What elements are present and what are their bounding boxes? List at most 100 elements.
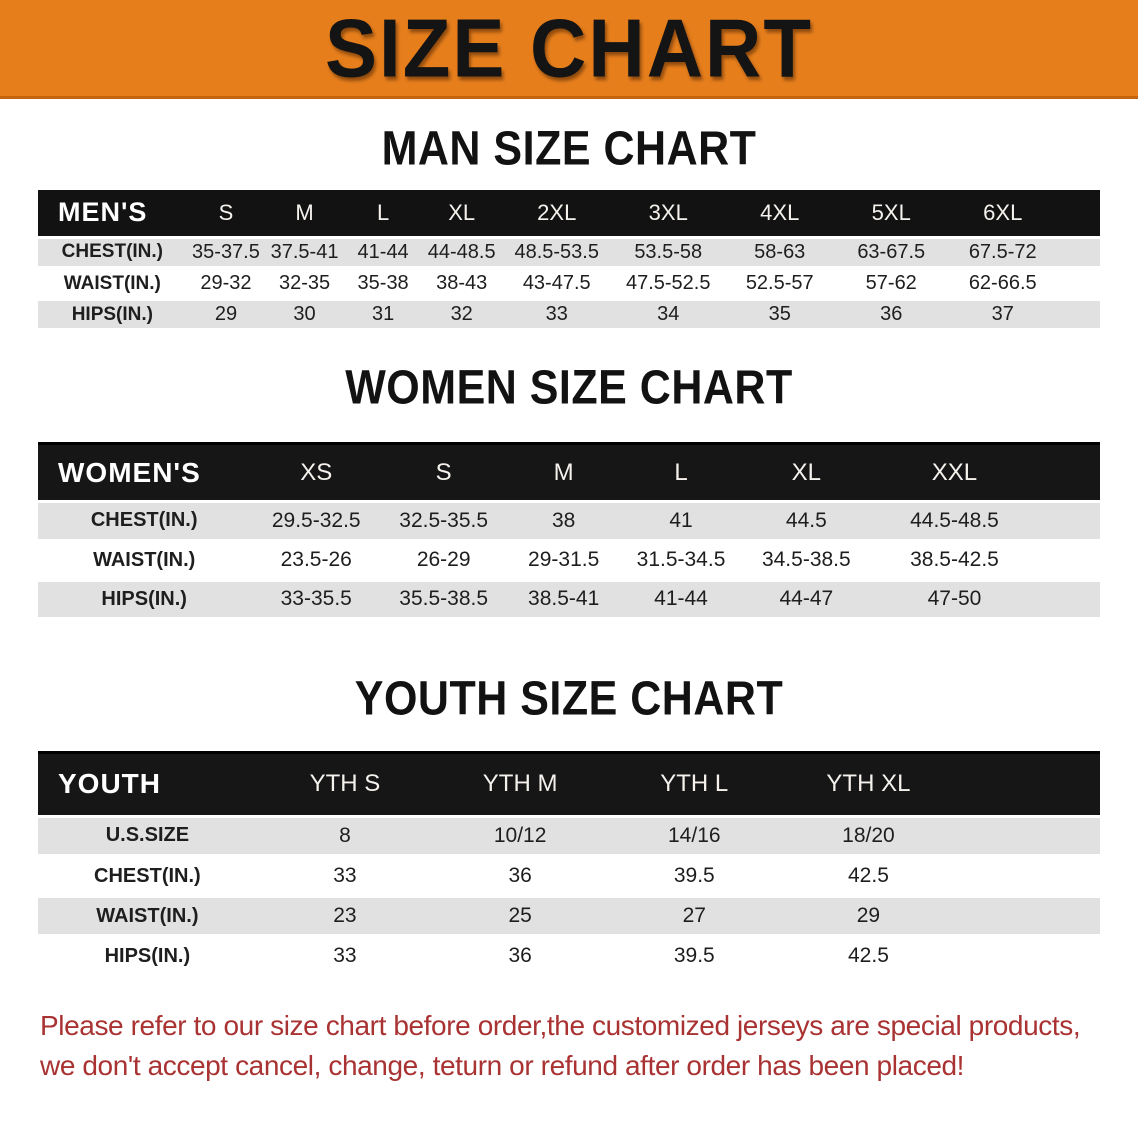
size-cell: 36 [508, 864, 532, 887]
size-cell: 38.5-42.5 [910, 548, 999, 571]
size-cell: 37.5-41 [270, 240, 339, 263]
row-label: HIPS(IN.) [71, 303, 153, 325]
women-group-label: WOMEN'S [38, 442, 251, 503]
youth-col-header-m: YTH M [433, 750, 608, 817]
men-chest-row: CHEST(IN.) 35-37.5 37.5-41 41-44 44-48.5… [38, 237, 1100, 268]
youth-chest-row: CHEST(IN.) 33 36 39.5 42.5 [38, 856, 1100, 896]
row-label: WAIST(IN.) [96, 904, 199, 927]
size-cell: 48.5-53.5 [514, 240, 599, 263]
size-cell: 29 [856, 904, 881, 927]
size-cell: 23.5-26 [280, 548, 352, 571]
size-cell: 57-62 [865, 272, 917, 294]
size-cell: 35-37.5 [192, 240, 260, 263]
size-cell: 53.5-58 [634, 240, 703, 263]
women-hips-row: HIPS(IN.) 33-35.5 35.5-38.5 38.5-41 41-4… [38, 579, 1100, 619]
spacer-cell [956, 856, 1100, 896]
size-cell: 34 [657, 303, 680, 325]
youth-section-heading: YOUTH SIZE CHART [354, 671, 784, 726]
disclaimer-line-2: we don't accept cancel, change, teturn o… [40, 1050, 965, 1081]
men-col-header-l: L [343, 190, 423, 237]
size-cell: 33-35.5 [280, 587, 352, 610]
disclaimer-line-1: Please refer to our size chart before or… [40, 1010, 1081, 1041]
page-title: SIZE CHART [325, 0, 813, 95]
size-cell: 67.5-72 [968, 240, 1037, 263]
size-cell: 31.5-34.5 [636, 548, 726, 571]
spacer-cell [956, 936, 1100, 976]
men-col-header-3xl: 3XL [612, 190, 724, 237]
size-cell: 25 [508, 904, 532, 927]
size-cell: 39.5 [673, 864, 715, 887]
women-col-header-m: M [505, 442, 623, 503]
size-cell: 10/12 [493, 823, 547, 847]
size-cell: 32-35 [278, 272, 331, 294]
men-hips-row: HIPS(IN.) 29 30 31 32 33 34 35 36 37 [38, 299, 1100, 330]
size-cell: 18/20 [842, 823, 895, 847]
men-size-table: MEN'S S M L XL 2XL 3XL 4XL 5XL 6XL CHEST… [38, 190, 1100, 332]
women-waist-row: WAIST(IN.) 23.5-26 26-29 29-31.5 31.5-34… [38, 541, 1100, 580]
size-cell: 38-43 [436, 272, 488, 294]
size-cell: 33 [333, 944, 357, 967]
size-cell: 8 [339, 823, 351, 847]
size-cell: 35-38 [357, 272, 409, 294]
youth-group-label: YOUTH [38, 750, 257, 817]
size-cell: 44.5 [785, 508, 827, 532]
size-cell: 26-29 [416, 548, 471, 571]
men-section: MAN SIZE CHART MEN'S S M L XL 2XL 3XL 4X… [0, 122, 1138, 332]
size-cell: 41 [669, 508, 693, 532]
men-col-header-m: M [265, 190, 344, 237]
spacer-cell [1058, 299, 1100, 330]
women-col-header-xs: XS [250, 442, 383, 503]
size-cell: 29 [214, 303, 238, 325]
size-cell: 34.5-38.5 [761, 548, 851, 571]
men-waist-row: WAIST(IN.) 29-32 32-35 35-38 38-43 43-47… [38, 268, 1100, 299]
women-col-header-s: S [382, 442, 506, 503]
size-cell: 32.5-35.5 [399, 508, 489, 532]
spacer-cell [956, 816, 1100, 856]
size-cell: 47.5-52.5 [625, 272, 711, 294]
youth-col-header-s: YTH S [256, 750, 434, 817]
spacer-cell [1036, 541, 1100, 580]
spacer-cell [1036, 580, 1100, 619]
women-col-header-l: L [622, 442, 740, 503]
row-label: WAIST(IN.) [63, 272, 161, 294]
youth-size-table: YOUTH YTH S YTH M YTH L YTH XL U.S.SIZE … [38, 750, 1100, 979]
size-cell: 41-44 [357, 240, 409, 263]
women-section: WOMEN SIZE CHART WOMEN'S XS S M L XL XXL [0, 361, 1138, 621]
youth-section: YOUTH SIZE CHART YOUTH YTH S YTH M YTH L… [0, 672, 1138, 979]
spacer-cell [956, 896, 1100, 936]
women-size-table: WOMEN'S XS S M L XL XXL CHEST(IN.) 29.5-… [38, 442, 1100, 621]
row-label: CHEST(IN.) [94, 864, 201, 887]
size-cell: 33 [545, 303, 568, 325]
size-cell: 39.5 [673, 944, 715, 967]
size-cell: 63-67.5 [857, 240, 926, 263]
women-section-heading: WOMEN SIZE CHART [345, 361, 793, 415]
men-col-header-4xl: 4XL [723, 190, 836, 237]
women-chest-row: CHEST(IN.) 29.5-32.5 32.5-35.5 38 41 44.… [38, 501, 1100, 541]
size-cell: 58-63 [754, 240, 806, 263]
size-cell: 44.5-48.5 [910, 508, 999, 532]
men-col-header-xl: XL [422, 190, 501, 237]
spacer-cell [1058, 190, 1100, 237]
size-cell: 14/16 [668, 823, 721, 847]
size-cell: 35.5-38.5 [399, 587, 489, 610]
women-header-row: WOMEN'S XS S M L XL XXL [38, 442, 1100, 503]
size-cell: 43-47.5 [522, 272, 591, 294]
men-col-header-5xl: 5XL [835, 190, 947, 237]
row-label: HIPS(IN.) [101, 587, 187, 610]
men-header-row: MEN'S S M L XL 2XL 3XL 4XL 5XL 6XL [38, 190, 1100, 237]
spacer-cell [955, 750, 1100, 817]
size-cell: 32 [450, 303, 473, 325]
size-cell: 27 [682, 904, 706, 927]
spacer-cell [1036, 442, 1100, 503]
youth-col-header-l: YTH L [607, 750, 782, 817]
youth-header-row: YOUTH YTH S YTH M YTH L YTH XL [38, 750, 1100, 817]
women-col-header-xxl: XXL [872, 442, 1037, 503]
size-cell: 36 [508, 944, 532, 967]
size-cell: 36 [880, 303, 903, 325]
size-cell: 42.5 [848, 944, 889, 967]
youth-waist-row: WAIST(IN.) 23 25 27 29 [38, 896, 1100, 936]
size-cell: 38 [551, 508, 576, 532]
size-cell: 38.5-41 [528, 587, 600, 610]
spacer-cell [1058, 237, 1100, 268]
